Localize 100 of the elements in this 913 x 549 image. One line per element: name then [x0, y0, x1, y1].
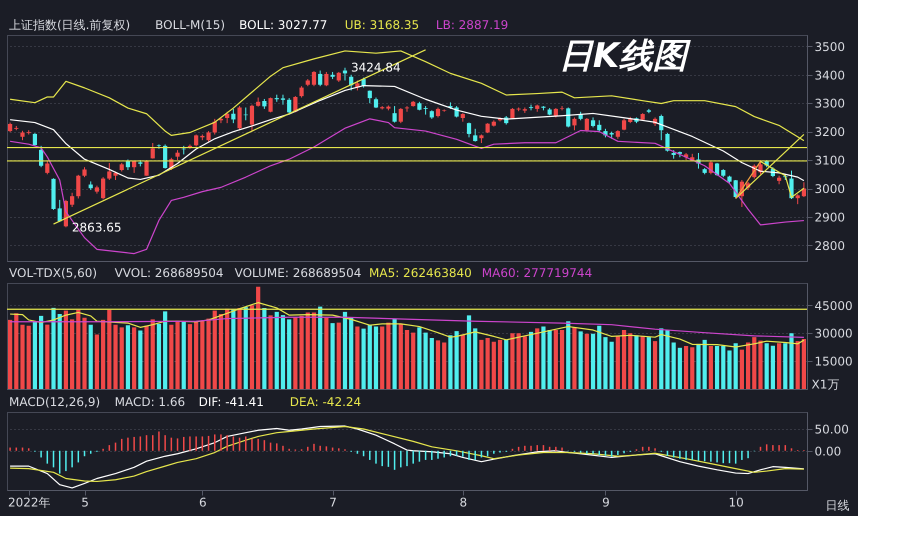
y-tick-label: 3100 [814, 154, 846, 168]
bar [280, 315, 286, 389]
bar [721, 346, 726, 389]
bar [175, 320, 180, 389]
y-axis-title: X1万 [812, 378, 840, 392]
bar [324, 318, 328, 389]
bar [262, 308, 266, 389]
bar [218, 314, 224, 389]
bar [342, 312, 348, 389]
bar [460, 334, 465, 389]
bar [88, 324, 93, 389]
candlestick [554, 108, 558, 118]
bar [789, 333, 794, 389]
candlestick [590, 116, 596, 128]
bar [572, 327, 577, 389]
bar [528, 332, 534, 389]
bar [548, 330, 552, 389]
bar [783, 343, 788, 389]
x-axis-title: 日线 [826, 498, 850, 512]
bar [554, 330, 558, 389]
bar [336, 322, 341, 389]
y-tick-label: 3200 [814, 125, 846, 140]
bar [20, 324, 25, 389]
bar [659, 328, 664, 389]
candlestick [237, 106, 242, 131]
bar [510, 333, 515, 389]
bar [504, 340, 508, 389]
y-tick-label: 3400 [814, 68, 846, 82]
candlestick [32, 132, 38, 146]
y-tick-label: 2900 [814, 210, 846, 224]
x-tick-label: 5 [81, 496, 89, 510]
bar [417, 327, 422, 389]
candlestick [76, 174, 80, 199]
bar [404, 330, 410, 389]
bar [194, 321, 198, 389]
y-tick-label: 0.00 [814, 444, 842, 458]
bar [522, 336, 527, 389]
y-tick-label: 45000 [814, 298, 853, 313]
candlestick [194, 134, 198, 147]
bar [541, 326, 546, 389]
candlestick [299, 86, 304, 98]
candlestick [318, 70, 322, 87]
line-series [10, 302, 804, 348]
bar [225, 308, 230, 389]
bar [560, 330, 564, 389]
y-tick-label: 3000 [814, 182, 846, 196]
bar [70, 319, 74, 389]
bar [436, 340, 440, 389]
bar [652, 341, 658, 389]
bar [640, 336, 645, 389]
bar [628, 333, 632, 389]
y-tick-label: 30000 [814, 326, 853, 341]
bar [45, 324, 50, 389]
bar [244, 307, 248, 389]
bar [380, 326, 384, 389]
bar [355, 326, 360, 389]
x-tick-label: 10 [728, 496, 744, 510]
x-tick-label: 6 [199, 496, 207, 510]
bar [58, 314, 62, 389]
line-series [10, 118, 804, 254]
candlestick [312, 70, 316, 87]
candlestick [796, 194, 800, 205]
candlestick [45, 161, 50, 175]
bar [758, 340, 763, 389]
y-tick-label: 50.00 [814, 422, 849, 436]
candlestick [231, 108, 236, 124]
bar [696, 344, 701, 389]
chart-title: MACD(12,26,9) [9, 395, 100, 409]
bar [442, 342, 446, 389]
bar [306, 312, 310, 389]
candlestick [597, 120, 602, 132]
bar [430, 338, 434, 389]
bar [126, 325, 130, 389]
bar [746, 342, 750, 389]
bar [107, 310, 112, 389]
bar [163, 311, 168, 389]
bar [120, 327, 124, 389]
bar [82, 318, 87, 389]
series-label: UB: 3168.35 [344, 18, 420, 32]
bar [448, 335, 453, 389]
candlestick [566, 106, 570, 128]
bar [622, 330, 626, 389]
bar [734, 343, 738, 389]
candlestick [20, 130, 25, 141]
bar [206, 318, 211, 389]
bar [312, 312, 316, 389]
candlestick [584, 118, 589, 132]
y-tick-label: 3500 [814, 40, 846, 54]
chart-title: VOL-TDX(5,60) [9, 266, 98, 280]
candlestick [150, 142, 155, 160]
bar [665, 330, 670, 389]
bar [498, 340, 502, 389]
y-tick-label: 15000 [814, 354, 853, 369]
bar [138, 330, 142, 389]
bar [144, 326, 149, 389]
bar [566, 321, 570, 389]
bar [411, 332, 416, 389]
candlestick [250, 104, 254, 132]
bar [764, 343, 769, 389]
bar [8, 320, 12, 389]
